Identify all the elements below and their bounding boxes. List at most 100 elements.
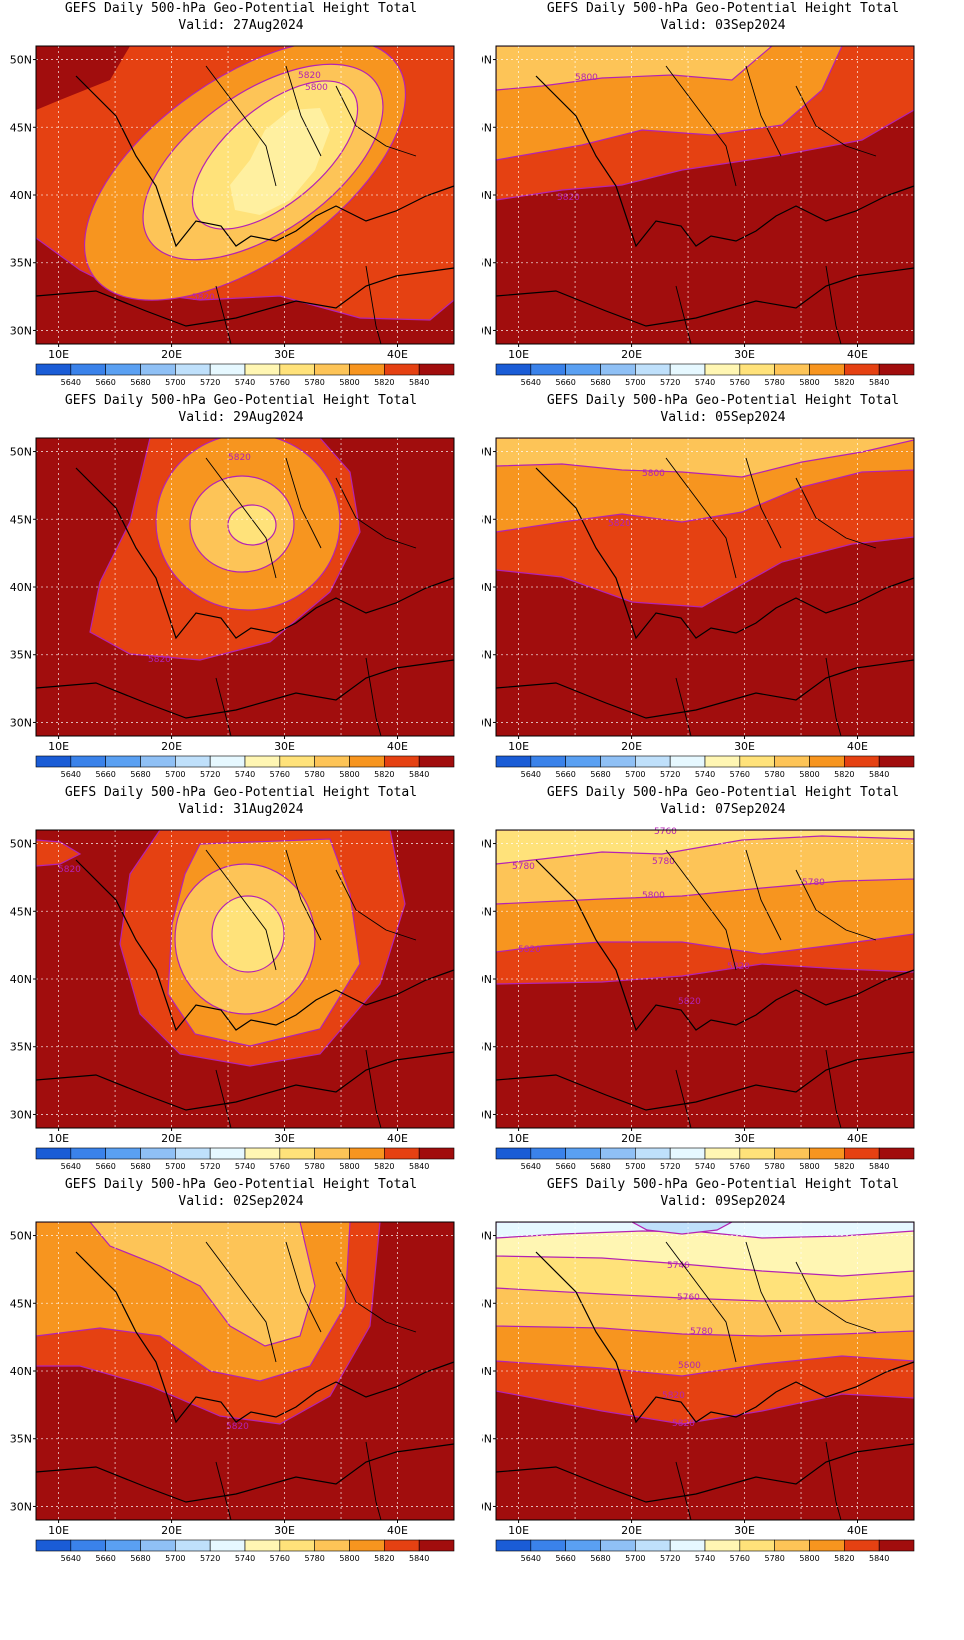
- colorbar-label: 5820: [374, 770, 394, 779]
- colorbar-label: 5760: [270, 1554, 290, 1563]
- panel-title: GEFS Daily 500-hPa Geo-Potential Height …: [0, 1176, 482, 1210]
- country-border: [795, 869, 877, 941]
- colorbar-label: 5780: [304, 1554, 324, 1563]
- country-border: [795, 477, 877, 549]
- panel-27aug2024: GEFS Daily 500-hPa Geo-Potential Height …: [0, 0, 482, 410]
- country-border: [665, 849, 737, 971]
- colorbar-swatch: [314, 755, 350, 768]
- colorbar-swatch: [418, 363, 455, 376]
- colorbar-label: 5760: [730, 1162, 750, 1171]
- colorbar-swatch: [209, 1147, 246, 1160]
- colorbar-label: 5820: [834, 1162, 854, 1171]
- map-title: GEFS Daily 500-hPa Geo-Potential Height …: [64, 1177, 418, 1192]
- colorbar-swatch: [739, 363, 775, 376]
- country-border: [205, 65, 277, 187]
- colorbar-label: 5640: [521, 1162, 541, 1171]
- country-border: [215, 677, 232, 737]
- colorbar-swatch: [635, 363, 671, 376]
- colorbar-swatch: [635, 1147, 671, 1160]
- colorbar-swatch: [844, 1539, 880, 1552]
- colorbar-swatch: [704, 363, 741, 376]
- panel-title: GEFS Daily 500-hPa Geo-Potential Height …: [0, 784, 482, 818]
- country-border: [365, 1441, 382, 1521]
- colorbar-swatch: [530, 363, 566, 376]
- lon-tick-label: 30E: [274, 740, 295, 753]
- lat-tick-label: 50N: [482, 1230, 492, 1243]
- colorbar-swatch: [565, 363, 601, 376]
- colorbar-swatch: [669, 1539, 706, 1552]
- panel-09sep2024: GEFS Daily 500-hPa Geo-Potential Height …: [482, 1176, 964, 1586]
- lat-tick-label: 40N: [482, 973, 492, 986]
- country-border: [285, 65, 322, 157]
- colorbar-swatch: [175, 755, 211, 768]
- band-5840-nw: [36, 46, 130, 110]
- country-border: [215, 1461, 232, 1521]
- country-border: [285, 1241, 322, 1333]
- panel-03sep2024: GEFS Daily 500-hPa Geo-Potential Height …: [482, 0, 964, 410]
- country-border: [205, 457, 277, 579]
- lat-tick-label: 50N: [10, 1230, 32, 1243]
- colorbar-swatch: [565, 755, 601, 768]
- lat-tick-label: 30N: [482, 1108, 492, 1121]
- colorbar-label: 5780: [764, 770, 784, 779]
- lon-tick-label: 20E: [621, 1524, 642, 1537]
- height-map: 5740 5760 5780 5800 5820 5820 50N 45N 40N 3…: [482, 1221, 915, 1563]
- coastline-south: [35, 267, 455, 327]
- panel-07sep2024: GEFS Daily 500-hPa Geo-Potential Height …: [482, 784, 964, 1194]
- lon-tick-label: 20E: [161, 348, 182, 361]
- colorbar-swatch: [35, 1539, 72, 1552]
- panel-title: GEFS Daily 500-hPa Geo-Potential Height …: [482, 0, 964, 34]
- country-border: [215, 285, 232, 345]
- colorbar-swatch: [279, 755, 315, 768]
- colorbar-swatch: [175, 1147, 211, 1160]
- colorbar-swatch: [349, 1539, 385, 1552]
- colorbar-label: 5780: [304, 378, 324, 387]
- lon-tick-label: 40E: [387, 740, 408, 753]
- coastline-south: [495, 1051, 915, 1111]
- colorbar-swatch: [349, 363, 385, 376]
- colorbar-swatch: [774, 755, 810, 768]
- colorbar-label: 5840: [869, 770, 889, 779]
- lat-tick-label: 45N: [482, 121, 492, 134]
- contour-label: 5820: [148, 655, 171, 665]
- colorbar-label: 5840: [869, 1162, 889, 1171]
- lat-tick-label: 35N: [482, 1433, 492, 1446]
- lat-tick-label: 45N: [10, 513, 32, 526]
- colorbar-swatch: [279, 1147, 315, 1160]
- colorbar-swatch: [809, 363, 845, 376]
- country-border: [335, 85, 417, 157]
- coastline-south: [35, 1443, 455, 1503]
- colorbar-label: 5720: [660, 1162, 680, 1171]
- lon-tick-label: 30E: [274, 1132, 295, 1145]
- band-5820-west: [36, 839, 82, 867]
- lat-tick-label: 35N: [10, 649, 32, 662]
- colorbar-label: 5720: [200, 1554, 220, 1563]
- colorbar-label: 5800: [799, 1162, 819, 1171]
- colorbar-swatch: [105, 1147, 141, 1160]
- lon-tick-label: 40E: [847, 740, 868, 753]
- coastline: [535, 1251, 915, 1424]
- contour-label: 5820: [518, 945, 541, 955]
- lat-tick-label: 40N: [10, 973, 32, 986]
- country-border: [665, 457, 737, 579]
- colorbar-label: 5680: [130, 1554, 150, 1563]
- lat-tick-label: 50N: [482, 838, 492, 851]
- contour-label: 5820: [672, 1419, 695, 1429]
- contour-label: 5800: [575, 73, 598, 83]
- map-title: GEFS Daily 500-hPa Geo-Potential Height …: [64, 1, 418, 16]
- lat-tick-label: 40N: [482, 1365, 492, 1378]
- panel-29aug2024: GEFS Daily 500-hPa Geo-Potential Height …: [0, 392, 482, 802]
- lat-tick-label: 45N: [10, 121, 32, 134]
- height-map: 5820 50N 45N 40N 35N 30N 10E 20E 30E 40E 5640 5660…: [10, 1221, 455, 1563]
- lon-tick-label: 10E: [48, 1132, 69, 1145]
- colorbar-label: 5820: [834, 378, 854, 387]
- colorbar-swatch: [565, 1539, 601, 1552]
- height-map: 5820 50N 45N 40N 35N 30N 10E 20E 30E 40E 5640 5660…: [10, 829, 455, 1171]
- country-border: [205, 1241, 277, 1363]
- colorbar-label: 5680: [590, 770, 610, 779]
- colorbar-label: 5680: [590, 1162, 610, 1171]
- lat-tick-label: 45N: [10, 1297, 32, 1310]
- colorbar-label: 5700: [625, 1162, 645, 1171]
- country-border: [825, 1441, 842, 1521]
- colorbar-swatch: [209, 1539, 246, 1552]
